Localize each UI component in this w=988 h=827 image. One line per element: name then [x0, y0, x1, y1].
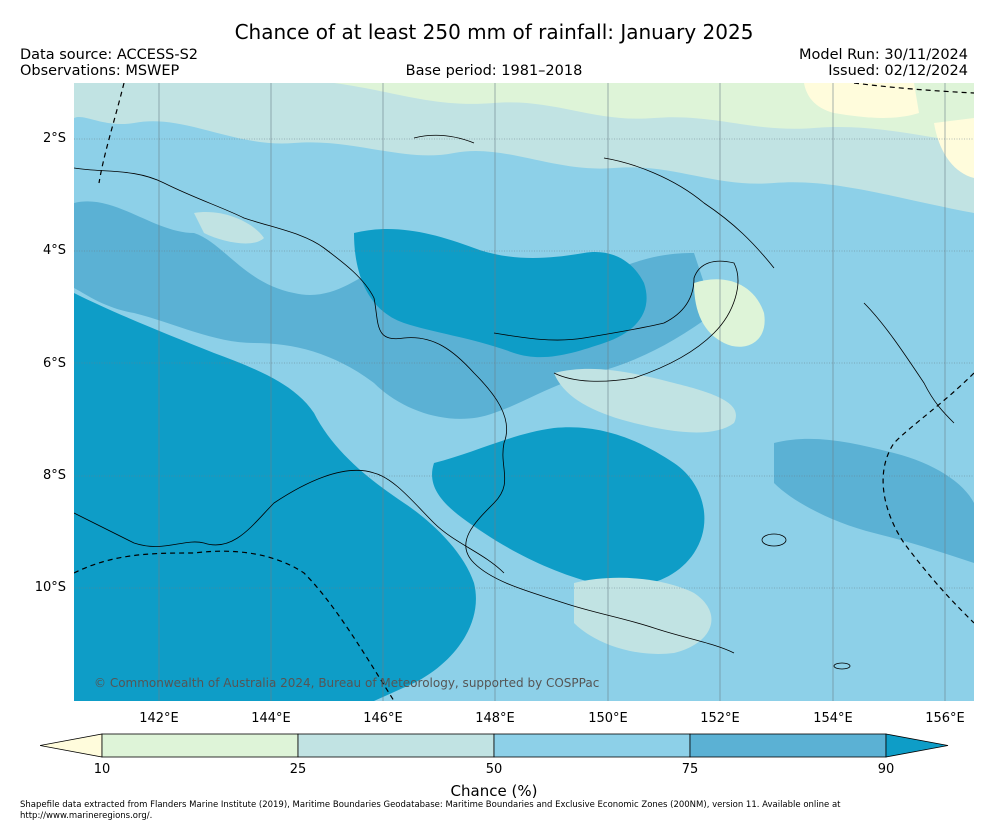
region-above-90-west [74, 293, 476, 701]
lon-label-152e: 152°E [700, 711, 740, 726]
issued-label: Issued: 02/12/2024 [828, 63, 968, 79]
new-guinea-south-coast [74, 469, 505, 574]
lat-label-8s: 8°S [42, 468, 66, 483]
colorbar [40, 733, 949, 758]
region-below-10-east [934, 118, 974, 178]
lon-gridlines [158, 83, 946, 701]
lat-label-2s: 2°S [42, 131, 66, 146]
lat-label-4s: 4°S [42, 243, 66, 258]
colorbar-tick-10: 10 [93, 762, 111, 777]
boundary-line [74, 550, 395, 701]
lon-label-148e: 148°E [475, 711, 515, 726]
map-canvas [74, 83, 974, 701]
boundary-line [882, 372, 974, 624]
colorbar-50-75 [493, 733, 691, 758]
base-period-label: Base period: 1981–2018 [405, 63, 583, 79]
footnote: Shapefile data extracted from Flanders M… [20, 800, 841, 821]
lon-label-144e: 144°E [251, 711, 291, 726]
manus-island-coast [413, 134, 475, 144]
region-25-50-northwest [194, 212, 264, 244]
region-25-50-south-coast [554, 368, 736, 433]
boundary-line [853, 83, 974, 94]
colorbar-below-10 [40, 733, 103, 758]
region-above-90-south [432, 427, 705, 587]
lat-gridlines [74, 138, 974, 589]
island-coast [761, 533, 787, 547]
colorbar-title: Chance (%) [450, 782, 538, 800]
copyright-notice: © Commonwealth of Australia 2024, Bureau… [94, 676, 600, 690]
colorbar-above-90 [885, 733, 949, 758]
region-75-90-east [774, 438, 974, 563]
lon-label-146e: 146°E [363, 711, 403, 726]
lon-label-156e: 156°E [925, 711, 965, 726]
colorbar-tick-75: 75 [681, 762, 699, 777]
map-title: Chance of at least 250 mm of rainfall: J… [234, 20, 754, 44]
model-run-label: Model Run: 30/11/2024 [798, 47, 968, 63]
colorbar-tick-25: 25 [289, 762, 307, 777]
data-source-label: Data source: ACCESS-S2 [20, 47, 199, 63]
new-ireland-coast [603, 157, 775, 269]
colorbar-tick-50: 50 [485, 762, 503, 777]
coastlines [74, 134, 955, 670]
colorbar-10-25 [101, 733, 299, 758]
bougainville-coast [863, 302, 955, 424]
lat-label-6s: 6°S [42, 356, 66, 371]
new-britain-coast [493, 260, 739, 382]
maritime-boundaries [74, 83, 974, 701]
colorbar-75-90 [689, 733, 887, 758]
colorbar-tick-90: 90 [877, 762, 895, 777]
island-coast [833, 662, 851, 670]
lon-label-150e: 150°E [588, 711, 628, 726]
observations-label: Observations: MSWEP [20, 63, 180, 79]
new-guinea-north-coast [74, 167, 735, 654]
colorbar-25-50 [297, 733, 495, 758]
rainfall-probability-map [74, 83, 974, 701]
region-above-90-central [354, 228, 647, 358]
lat-label-10s: 10°S [34, 580, 66, 595]
lon-label-142e: 142°E [139, 711, 179, 726]
lon-label-154e: 154°E [813, 711, 853, 726]
boundary-line [98, 83, 125, 184]
